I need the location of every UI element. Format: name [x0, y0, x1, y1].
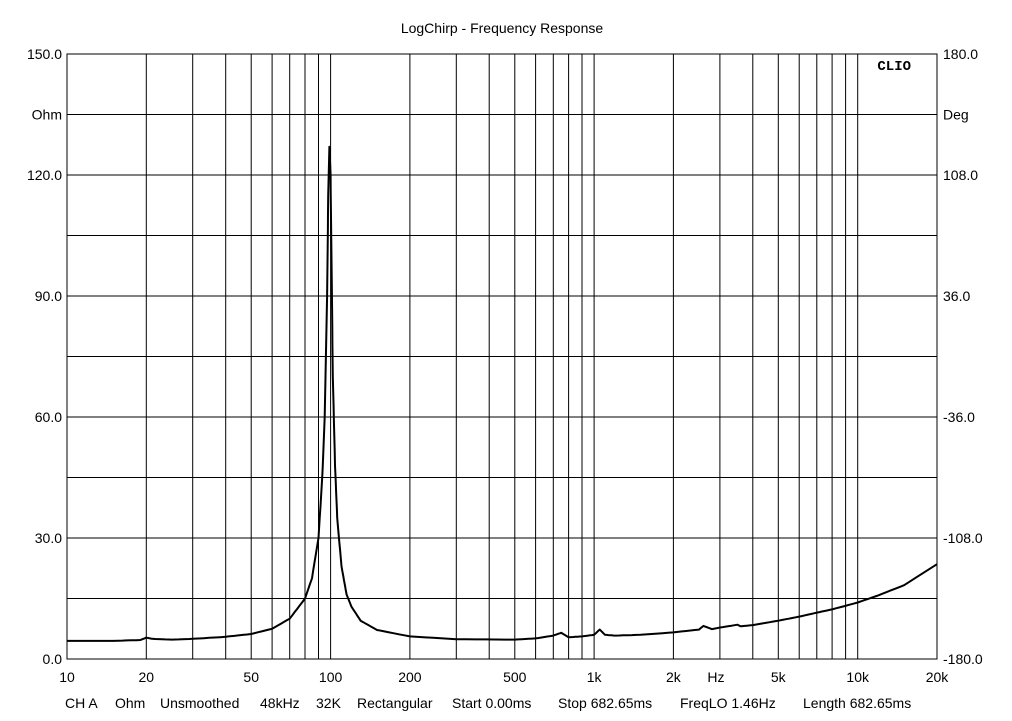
measurement-info-bar: CH A Ohm Unsmoothed 48kHz 32K Rectangula… [0, 695, 1012, 717]
x-tick-label: 10 [59, 669, 75, 685]
plot-frame [66, 53, 938, 660]
unit-label: Ohm [115, 695, 146, 711]
x-tick-label: 2k [666, 669, 682, 685]
channel-label: CH A [65, 695, 98, 711]
fft-size-label: 32K [316, 695, 341, 711]
y-left-tick-label: 120.0 [27, 167, 62, 183]
x-unit-label: Hz [707, 669, 724, 685]
y-right-tick-label: 36.0 [943, 288, 970, 304]
window-label: Rectangular [357, 695, 433, 711]
x-tick-label: 20 [139, 669, 155, 685]
series-layer [67, 145, 938, 642]
y-left-tick-label: 60.0 [35, 409, 62, 425]
stop-label: Stop 682.65ms [558, 695, 653, 711]
x-tick-label: 1k [587, 669, 603, 685]
y-left-unit-label: Ohm [32, 107, 62, 123]
x-tick-label: 20k [926, 669, 950, 685]
x-tick-label: 5k [771, 669, 787, 685]
y-right-tick-label: 108.0 [943, 167, 978, 183]
y-left-tick-label: 150.0 [27, 46, 62, 62]
y-right-tick-label: -180.0 [943, 651, 983, 667]
y-right-unit-label: Deg [943, 107, 969, 123]
impedance-curve-0 [67, 145, 938, 642]
y-left-tick-label: 90.0 [35, 288, 62, 304]
smoothing-label: Unsmoothed [160, 695, 240, 711]
start-label: Start 0.00ms [452, 695, 532, 711]
y-right-tick-label: 180.0 [943, 46, 978, 62]
tick-labels: 10 20 50 100 200 500 1k 2k 5k 10k 20k 0.0 30.0 60.0 90… [27, 46, 983, 685]
x-tick-label: 200 [398, 669, 422, 685]
y-left-tick-label: 30.0 [35, 530, 62, 546]
x-tick-label: 10k [846, 669, 870, 685]
chart-title: LogChirp - Frequency Response [401, 20, 604, 36]
y-right-tick-label: -36.0 [943, 409, 975, 425]
x-tick-label: 500 [503, 669, 527, 685]
freq-lo-label: FreqLO 1.46Hz [680, 695, 776, 711]
clio-brand-label: CLIO [877, 59, 911, 75]
length-label: Length 682.65ms [803, 695, 912, 711]
y-left-tick-label: 0.0 [43, 651, 63, 667]
x-tick-label: 100 [319, 669, 343, 685]
sample-rate-label: 48kHz [260, 695, 300, 711]
x-tick-label: 50 [243, 669, 259, 685]
y-right-tick-label: -108.0 [943, 530, 983, 546]
grid [67, 54, 937, 659]
